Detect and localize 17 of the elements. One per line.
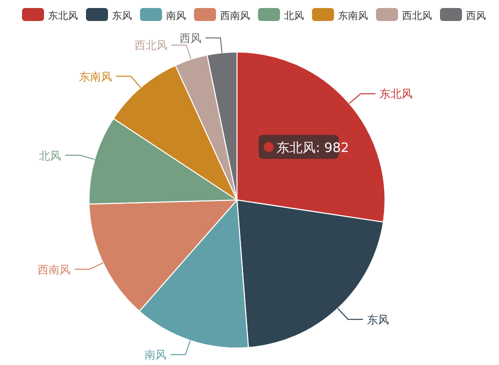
legend-label: 东南风 — [338, 10, 368, 22]
slice-label: 东北风 — [380, 88, 413, 101]
legend-label: 东风 — [112, 10, 132, 22]
data-label: 东北风: 982 — [276, 140, 350, 156]
legend-label: 西北风 — [402, 10, 432, 22]
slice-label: 北风 — [39, 149, 62, 162]
slice-label: 西南风 — [37, 263, 70, 276]
legend-label: 东北风 — [48, 10, 78, 22]
legend-label: 北风 — [284, 10, 304, 22]
category-label: 西风 — [179, 32, 202, 45]
slice-label: 西北风 — [134, 39, 168, 52]
slice-label: 东南风 — [78, 70, 112, 84]
slice-label: 东风 — [366, 313, 389, 326]
slice-label: 南风 — [144, 348, 166, 362]
legend-label: 南风 — [166, 10, 186, 22]
legend-label: 西南风 — [220, 10, 250, 22]
legend-label: 西风 — [466, 11, 486, 22]
